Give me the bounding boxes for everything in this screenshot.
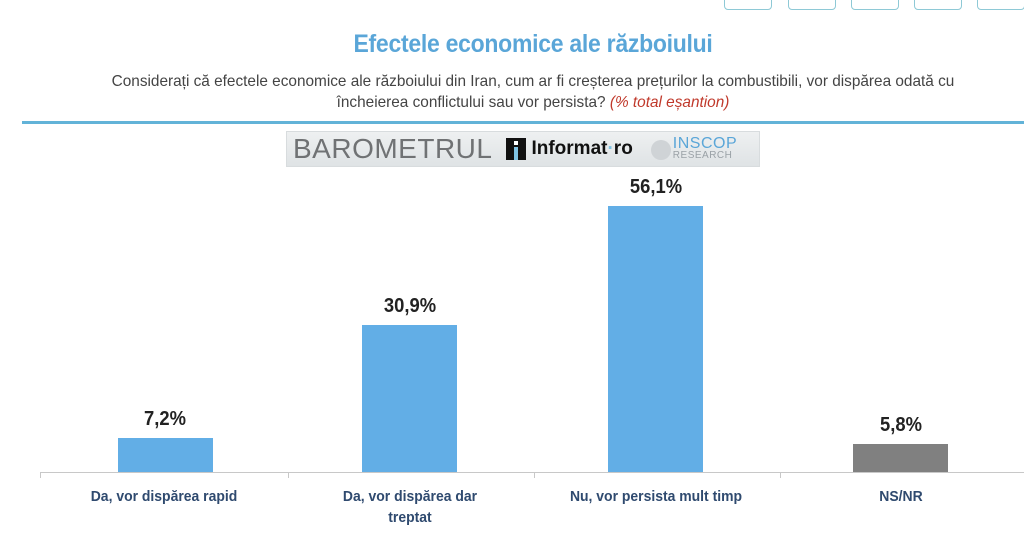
- bar-da-rapid: [118, 437, 213, 472]
- barometer-logo-text: BAROMETRUL: [293, 133, 493, 164]
- inscop-research-text: RESEARCH: [672, 150, 733, 161]
- x-axis-tick: [288, 472, 289, 478]
- bar-value-label: 5,8%: [880, 414, 922, 437]
- category-label: Nu, vor persista mult timp: [569, 488, 743, 505]
- top-button-2[interactable]: [788, 0, 836, 10]
- bar-da-treptat: [362, 325, 457, 472]
- subtitle-note: (% total eșantion): [609, 94, 730, 111]
- inscop-logo-text: INSCOP: [672, 135, 738, 152]
- x-axis-tick: [40, 472, 41, 478]
- top-button-4[interactable]: [914, 0, 962, 10]
- category-label: NS/NR: [879, 488, 923, 505]
- top-button-3[interactable]: [851, 0, 899, 10]
- category-label: Da, vor dispărea dar treptat: [342, 488, 478, 526]
- x-axis-tick: [780, 472, 781, 478]
- header-divider: [22, 121, 1024, 124]
- inscop-logo: INSCOP RESEARCH: [645, 134, 737, 164]
- informat-logo-icon: [506, 138, 527, 160]
- informat-logo-text: Informat·ro: [531, 138, 633, 159]
- category-label: Da, vor dispărea rapid: [90, 488, 238, 505]
- bar-value-label: 30,9%: [383, 295, 437, 318]
- bar-value-label: 56,1%: [629, 176, 683, 198]
- bar-ns-nr: [853, 444, 948, 472]
- x-axis: [40, 472, 1024, 473]
- sponsor-logo-banner: BAROMETRUL Informat·ro INSCOP RESEARCH: [286, 131, 760, 167]
- chart-subtitle: Considerați că efectele economice ale ră…: [79, 71, 987, 113]
- bar-value-label: 7,2%: [144, 407, 186, 430]
- inscop-disc-icon: [650, 140, 671, 160]
- top-button-1[interactable]: [724, 0, 772, 10]
- subtitle-question: Considerați că efectele economice ale ră…: [111, 73, 955, 111]
- x-axis-tick: [534, 472, 535, 478]
- bar-nu-persista: [608, 206, 703, 472]
- top-button-5[interactable]: [977, 0, 1024, 10]
- chart-title: Efectele economice ale războiului: [353, 30, 713, 58]
